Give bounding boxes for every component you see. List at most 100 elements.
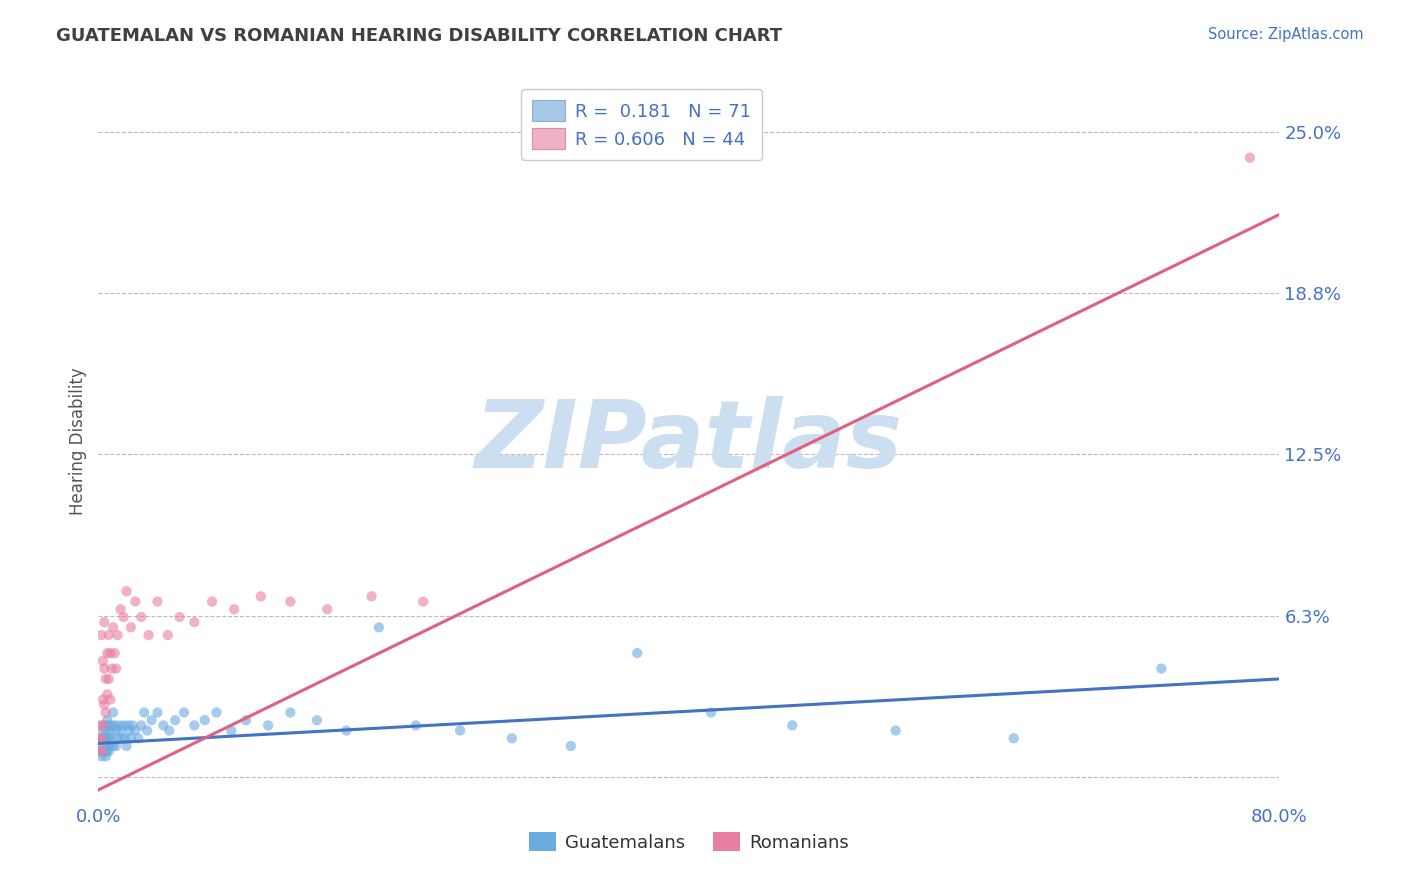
- Point: [194, 713, 217, 727]
- Point: [141, 713, 163, 727]
- Text: ZIPatlas: ZIPatlas: [475, 395, 903, 488]
- Point: [157, 723, 180, 738]
- Point: [91, 654, 114, 668]
- Point: [112, 610, 135, 624]
- Point: [114, 731, 136, 746]
- Point: [104, 646, 127, 660]
- Point: [117, 718, 139, 732]
- Point: [100, 718, 122, 732]
- Point: [105, 662, 128, 676]
- Point: [700, 706, 723, 720]
- Point: [97, 718, 120, 732]
- Point: [316, 602, 339, 616]
- Point: [115, 739, 138, 753]
- Text: Source: ZipAtlas.com: Source: ZipAtlas.com: [1208, 27, 1364, 42]
- Point: [626, 646, 648, 660]
- Point: [138, 628, 160, 642]
- Point: [250, 590, 273, 604]
- Point: [96, 646, 118, 660]
- Point: [91, 731, 114, 746]
- Point: [165, 713, 187, 727]
- Point: [90, 731, 112, 746]
- Point: [1002, 731, 1025, 746]
- Point: [152, 718, 174, 732]
- Point: [96, 744, 118, 758]
- Point: [124, 594, 146, 608]
- Point: [560, 739, 582, 753]
- Point: [280, 594, 302, 608]
- Point: [89, 718, 111, 732]
- Point: [1150, 662, 1173, 676]
- Point: [96, 713, 118, 727]
- Point: [89, 739, 111, 753]
- Point: [105, 723, 128, 738]
- Point: [96, 687, 118, 701]
- Point: [105, 739, 128, 753]
- Point: [93, 718, 115, 732]
- Point: [94, 672, 117, 686]
- Point: [183, 718, 205, 732]
- Point: [124, 723, 146, 738]
- Point: [115, 584, 138, 599]
- Point: [782, 718, 804, 732]
- Point: [100, 731, 122, 746]
- Point: [93, 698, 115, 712]
- Point: [127, 731, 149, 746]
- Point: [235, 713, 257, 727]
- Point: [89, 731, 111, 746]
- Point: [360, 590, 382, 604]
- Point: [89, 744, 111, 758]
- Point: [98, 646, 121, 660]
- Point: [94, 706, 117, 720]
- Point: [98, 739, 121, 753]
- Point: [107, 731, 129, 746]
- Point: [93, 744, 115, 758]
- Point: [90, 628, 112, 642]
- Point: [89, 744, 111, 758]
- Point: [103, 706, 125, 720]
- Point: [90, 744, 112, 758]
- Point: [94, 749, 117, 764]
- Point: [884, 723, 907, 738]
- Point: [97, 731, 120, 746]
- Point: [280, 706, 302, 720]
- Text: GUATEMALAN VS ROMANIAN HEARING DISABILITY CORRELATION CHART: GUATEMALAN VS ROMANIAN HEARING DISABILIT…: [56, 27, 782, 45]
- Point: [94, 723, 117, 738]
- Point: [103, 620, 125, 634]
- Point: [91, 723, 114, 738]
- Point: [108, 718, 131, 732]
- Point: [93, 731, 115, 746]
- Point: [91, 718, 114, 732]
- Point: [93, 615, 115, 630]
- Point: [90, 744, 112, 758]
- Point: [305, 713, 328, 727]
- Point: [221, 723, 243, 738]
- Point: [121, 718, 143, 732]
- Point: [91, 692, 114, 706]
- Point: [449, 723, 471, 738]
- Point: [335, 723, 357, 738]
- Point: [136, 723, 159, 738]
- Point: [205, 706, 228, 720]
- Point: [96, 731, 118, 746]
- Point: [156, 628, 179, 642]
- Point: [94, 739, 117, 753]
- Point: [93, 662, 115, 676]
- Point: [146, 706, 169, 720]
- Point: [146, 594, 169, 608]
- Point: [134, 706, 156, 720]
- Legend: Guatemalans, Romanians: Guatemalans, Romanians: [522, 825, 856, 859]
- Point: [224, 602, 246, 616]
- Point: [110, 723, 132, 738]
- Point: [120, 620, 142, 634]
- Point: [129, 718, 152, 732]
- Point: [90, 749, 112, 764]
- Point: [91, 744, 114, 758]
- Point: [103, 739, 125, 753]
- Point: [98, 723, 121, 738]
- Point: [111, 731, 134, 746]
- Point: [100, 662, 122, 676]
- Point: [97, 628, 120, 642]
- Point: [257, 718, 280, 732]
- Point: [405, 718, 427, 732]
